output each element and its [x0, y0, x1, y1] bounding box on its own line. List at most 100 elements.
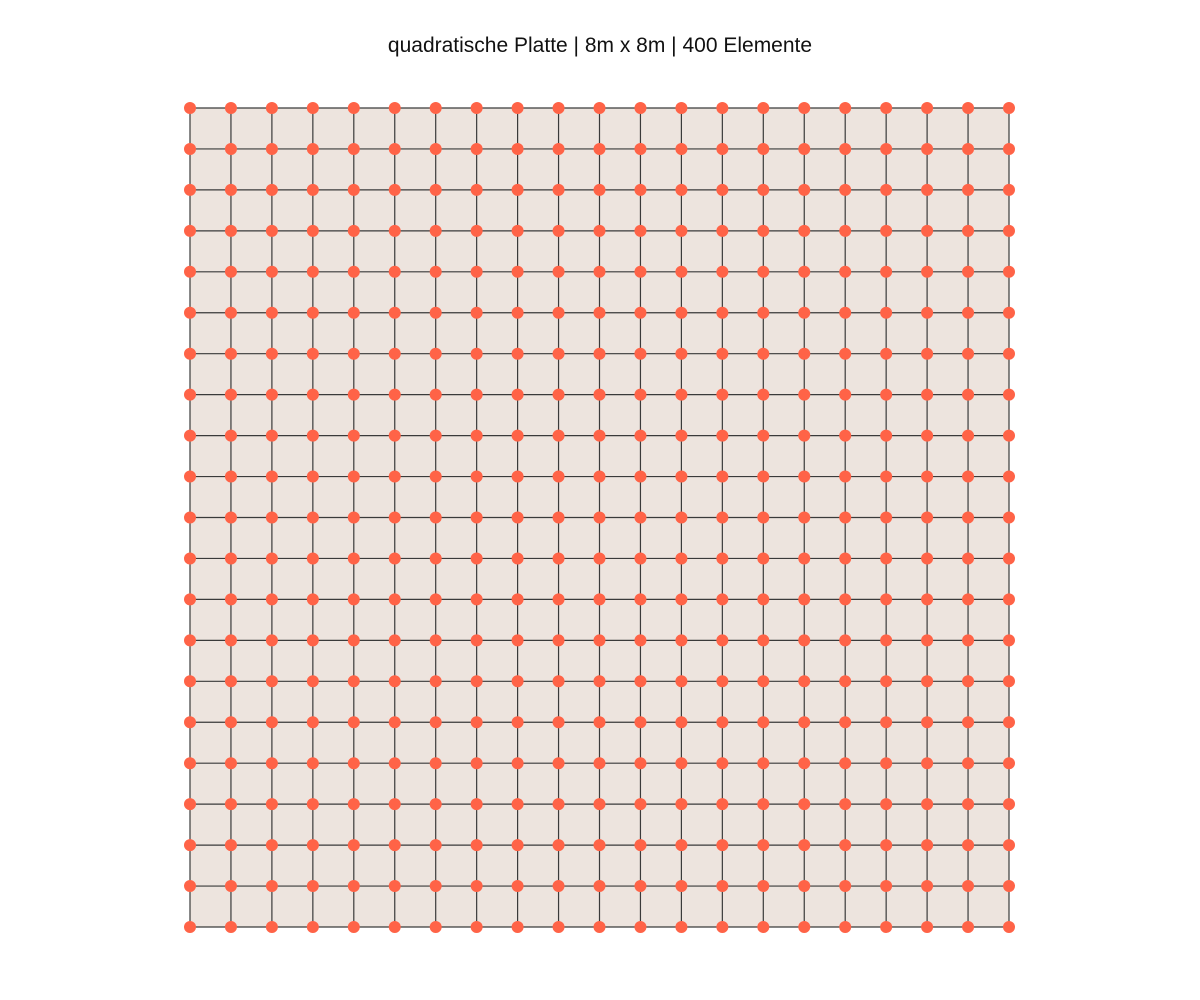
mesh-node: [757, 142, 770, 155]
mesh-node: [634, 388, 647, 401]
mesh-node: [716, 265, 729, 278]
mesh-node: [265, 675, 278, 688]
mesh-node: [1003, 306, 1015, 319]
mesh-node: [184, 511, 196, 524]
mesh-node: [921, 757, 934, 770]
mesh-node: [839, 839, 852, 852]
mesh-node: [716, 224, 729, 237]
mesh-node: [306, 142, 319, 155]
mesh-node: [388, 224, 401, 237]
mesh-node: [593, 880, 606, 893]
mesh-node: [839, 306, 852, 319]
mesh-node: [470, 347, 483, 360]
mesh-node: [634, 839, 647, 852]
mesh-node: [716, 716, 729, 729]
mesh-node: [347, 224, 360, 237]
mesh-node: [593, 593, 606, 606]
mesh-node: [880, 798, 893, 811]
mesh-node: [224, 429, 237, 442]
mesh-node: [184, 757, 196, 770]
mesh-node: [1003, 183, 1015, 196]
mesh-node: [757, 511, 770, 524]
mesh-node: [962, 224, 975, 237]
mesh-node: [593, 102, 606, 114]
mesh-node: [757, 880, 770, 893]
mesh-node: [675, 265, 688, 278]
mesh-node: [429, 839, 442, 852]
mesh-node: [184, 142, 196, 155]
mesh-node: [675, 102, 688, 114]
mesh-node: [757, 429, 770, 442]
mesh-node: [552, 798, 565, 811]
mesh-node: [798, 798, 811, 811]
mesh-node: [839, 347, 852, 360]
mesh-node: [265, 388, 278, 401]
mesh-node: [798, 880, 811, 893]
mesh-node: [429, 224, 442, 237]
mesh-node: [716, 306, 729, 319]
mesh-node: [265, 306, 278, 319]
mesh-node: [1003, 142, 1015, 155]
mesh-node: [593, 552, 606, 565]
mesh-node: [306, 265, 319, 278]
mesh-node: [429, 921, 442, 933]
mesh-node: [634, 593, 647, 606]
mesh-node: [839, 224, 852, 237]
mesh-node: [388, 511, 401, 524]
mesh-node: [552, 921, 565, 933]
mesh-node: [470, 142, 483, 155]
mesh-node: [675, 839, 688, 852]
mesh-node: [224, 798, 237, 811]
mesh-node: [675, 798, 688, 811]
mesh-node: [839, 675, 852, 688]
mesh-node: [552, 224, 565, 237]
mesh-node: [839, 880, 852, 893]
mesh-node: [962, 347, 975, 360]
mesh-node: [388, 880, 401, 893]
mesh-node: [675, 183, 688, 196]
mesh-node: [347, 552, 360, 565]
mesh-node: [306, 388, 319, 401]
mesh-node: [716, 142, 729, 155]
mesh-node: [388, 470, 401, 483]
mesh-node: [552, 880, 565, 893]
mesh-node: [593, 142, 606, 155]
mesh-node: [552, 675, 565, 688]
mesh-node: [470, 183, 483, 196]
mesh-node: [552, 265, 565, 278]
mesh-node: [839, 552, 852, 565]
mesh-node: [306, 716, 319, 729]
mesh-node: [347, 102, 360, 114]
mesh-node: [388, 757, 401, 770]
mesh-node: [634, 429, 647, 442]
mesh-node: [675, 757, 688, 770]
mesh-node: [429, 142, 442, 155]
mesh-node: [552, 757, 565, 770]
mesh-node: [839, 183, 852, 196]
mesh-node: [511, 839, 524, 852]
mesh-node: [511, 388, 524, 401]
mesh-node: [798, 142, 811, 155]
mesh-node: [470, 921, 483, 933]
mesh-node: [634, 142, 647, 155]
mesh-node: [511, 183, 524, 196]
mesh-node: [593, 470, 606, 483]
mesh-node: [470, 429, 483, 442]
mesh-node: [347, 183, 360, 196]
mesh-node: [511, 102, 524, 114]
mesh-node: [675, 347, 688, 360]
mesh-node: [347, 347, 360, 360]
mesh-node: [962, 470, 975, 483]
mesh-node: [962, 183, 975, 196]
mesh-node: [921, 880, 934, 893]
mesh-node: [1003, 675, 1015, 688]
mesh-node: [798, 388, 811, 401]
mesh-node: [470, 306, 483, 319]
mesh-node: [880, 634, 893, 647]
mesh-node: [470, 757, 483, 770]
mesh-node: [1003, 798, 1015, 811]
mesh-node: [921, 388, 934, 401]
mesh-node: [388, 142, 401, 155]
mesh-node: [470, 839, 483, 852]
mesh-node: [306, 921, 319, 933]
